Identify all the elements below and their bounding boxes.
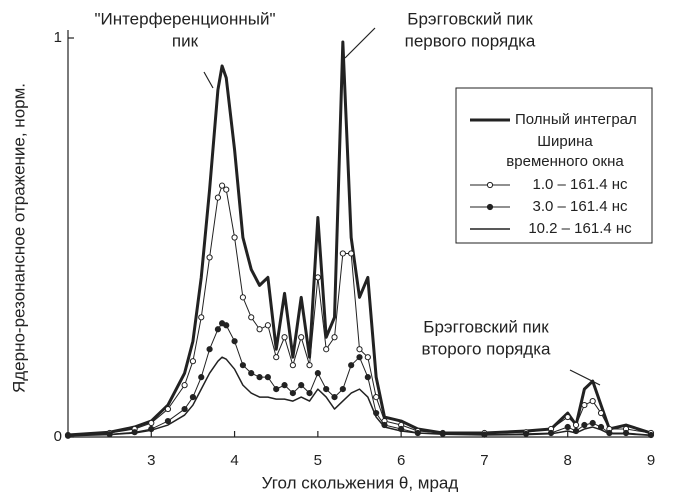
data-point [189, 358, 197, 365]
data-point [256, 374, 263, 381]
x-tick-label: 5 [314, 452, 322, 469]
data-point [148, 419, 155, 427]
data-point [597, 409, 605, 417]
data-point [181, 405, 188, 413]
data-point [364, 374, 371, 381]
x-tick-label: 9 [647, 452, 655, 469]
legend-label: 3.0 – 161.4 нс [532, 198, 628, 215]
data-point [273, 386, 280, 393]
x-tick-label: 7 [480, 452, 488, 469]
series-line [67, 40, 652, 437]
data-point [198, 314, 205, 321]
data-point [331, 394, 338, 401]
annotation: второго порядка [422, 339, 551, 358]
legend-label: 1.0 – 161.4 нс [532, 176, 628, 193]
data-point [206, 254, 213, 261]
data-point [622, 429, 630, 437]
annotation-arrow [344, 27, 376, 59]
data-point [589, 397, 596, 405]
data-point [281, 334, 288, 341]
x-tick-label: 6 [397, 452, 405, 469]
y-axis-label: Ядерно-резонансное отражение, норм. [9, 83, 28, 393]
annotation: первого порядка [405, 31, 536, 50]
data-point [306, 362, 313, 369]
x-tick-label: 8 [564, 452, 572, 469]
data-point [564, 413, 571, 421]
annotation: Брэгговский пик [407, 9, 533, 28]
data-point [331, 334, 338, 341]
data-point [164, 417, 172, 425]
data-point [581, 421, 588, 429]
legend-title-part: Ширина [537, 133, 593, 150]
data-point [264, 322, 271, 329]
data-point [231, 234, 238, 241]
data-point [314, 370, 321, 377]
legend-title-part: временного окна [506, 153, 624, 170]
data-point [223, 186, 230, 193]
legend-label: 10.2 – 161.4 нс [528, 220, 632, 237]
legend-box [455, 87, 653, 244]
data-point [223, 322, 230, 329]
data-point [323, 386, 330, 393]
data-point [564, 423, 571, 431]
data-point [298, 382, 305, 389]
legend-marker [486, 203, 494, 211]
data-point [248, 314, 255, 321]
data-point [218, 182, 226, 189]
series-line [67, 356, 652, 437]
data-point [256, 326, 263, 333]
data-point [339, 250, 346, 257]
annotation-arrow [569, 369, 601, 386]
data-point [281, 382, 288, 389]
annotation: пик [172, 31, 199, 50]
legend-label: Полный интеграл [515, 111, 637, 128]
data-point [589, 419, 596, 427]
data-point [273, 354, 280, 361]
legend-title: Ширина временного окна [506, 133, 624, 170]
data-point [189, 394, 197, 401]
annotation: Брэгговский пик [423, 317, 549, 336]
data-point [356, 346, 363, 353]
data-point [339, 386, 346, 393]
data-point [323, 346, 330, 353]
data-point [248, 370, 255, 377]
data-point [289, 390, 296, 397]
data-point [289, 362, 296, 369]
data-point [214, 326, 222, 333]
annotation: "Интерференционный" [94, 9, 275, 28]
data-point [239, 294, 246, 301]
data-point [264, 374, 271, 381]
data-point [231, 338, 238, 345]
data-point [206, 346, 213, 353]
data-point [356, 354, 363, 361]
data-point [239, 362, 246, 369]
data-point [581, 401, 588, 409]
y-tick-label: 1 [54, 29, 62, 46]
data-point [181, 382, 188, 389]
legend-marker [486, 181, 494, 189]
data-point [198, 374, 205, 381]
data-point [364, 354, 371, 361]
data-point [348, 362, 355, 369]
y-tick-label: 0 [54, 428, 62, 445]
x-axis-label: Угол скольжения θ, мрад [262, 473, 459, 492]
x-tick-label: 3 [147, 452, 155, 469]
data-point [373, 394, 380, 401]
data-point [348, 250, 355, 257]
x-tick-label: 4 [230, 452, 238, 469]
data-point [164, 405, 172, 413]
data-point [214, 194, 222, 201]
data-point [572, 421, 580, 429]
data-point [298, 334, 305, 341]
data-point [314, 274, 321, 281]
data-point [306, 390, 313, 397]
annotation-arrow [203, 71, 214, 89]
